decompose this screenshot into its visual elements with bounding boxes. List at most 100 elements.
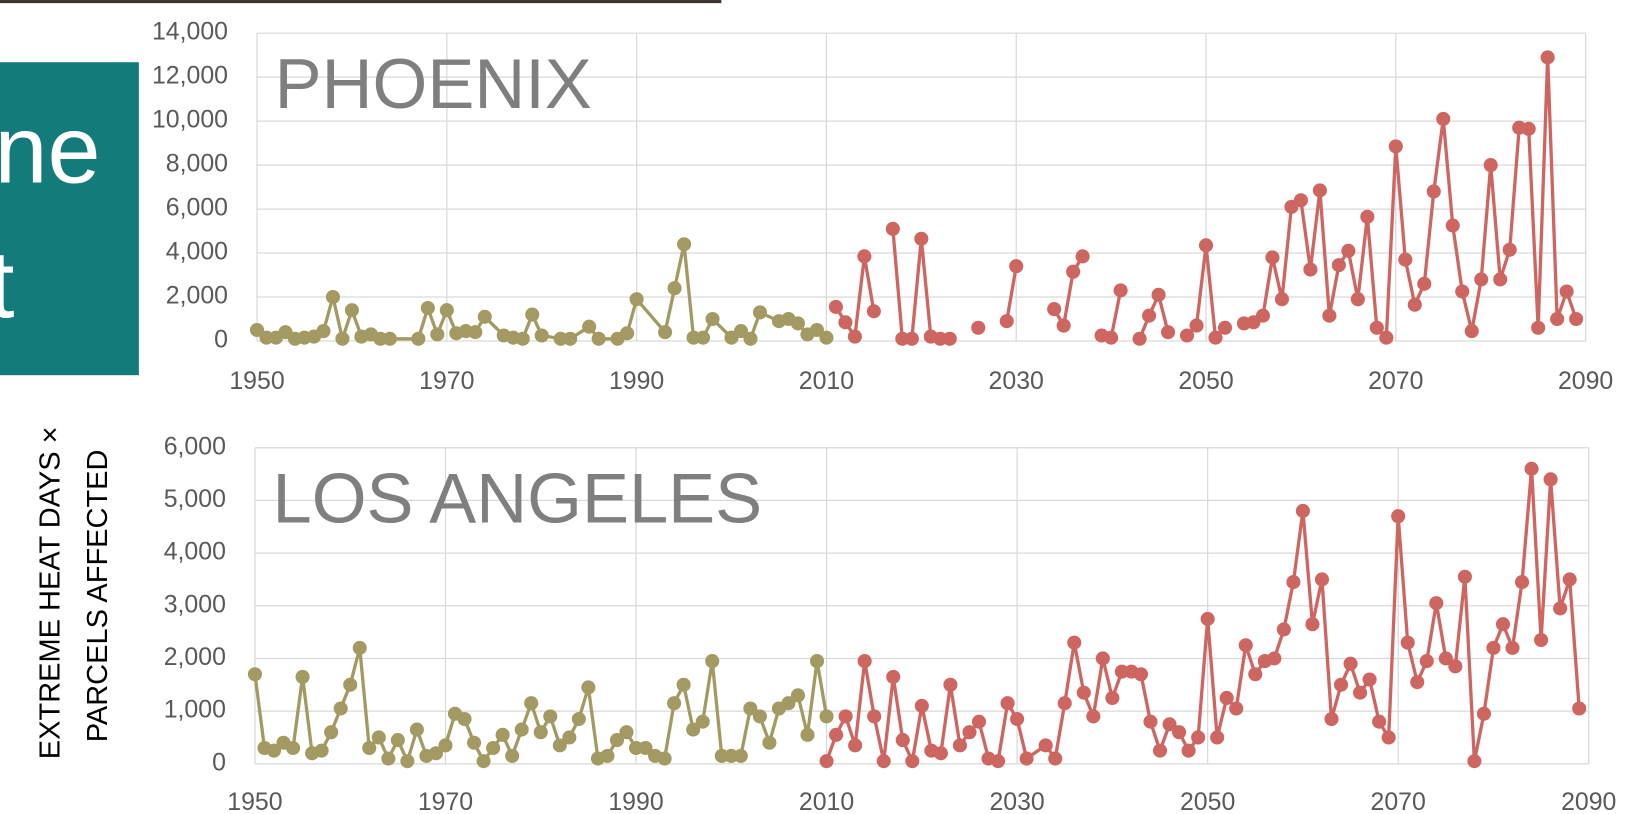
y-axis-label: EXTREME HEAT DAYS ×: [34, 426, 66, 759]
data-point: [1048, 752, 1062, 766]
data-point: [1153, 744, 1167, 758]
data-point: [1401, 636, 1415, 650]
data-point: [1076, 249, 1090, 263]
data-point: [762, 736, 776, 750]
data-point: [734, 749, 748, 763]
data-point: [438, 738, 452, 752]
data-point: [619, 725, 633, 739]
data-point: [1199, 238, 1213, 252]
data-point: [658, 325, 672, 339]
data-point: [1410, 675, 1424, 689]
data-point: [248, 667, 262, 681]
y-tick-label: 0: [214, 326, 228, 354]
data-point: [1296, 504, 1310, 518]
data-point: [1161, 325, 1175, 339]
x-tick-label: 1990: [609, 367, 664, 395]
photo-strip: [0, 0, 721, 3]
data-point: [335, 332, 349, 346]
x-tick-label: 1950: [229, 367, 284, 395]
x-tick-label: 2090: [1558, 367, 1613, 395]
data-point: [1458, 570, 1472, 584]
data-point: [1534, 633, 1548, 647]
y-tick-label: 2,000: [164, 643, 226, 671]
data-point: [1000, 314, 1014, 328]
data-point: [1210, 730, 1224, 744]
data-point: [934, 746, 948, 760]
data-point: [838, 315, 852, 329]
x-tick-label: 1990: [608, 788, 663, 814]
side-panel-text: t: [0, 232, 15, 338]
data-point: [345, 303, 359, 317]
data-point: [1104, 331, 1118, 345]
data-point: [668, 281, 682, 295]
data-point: [496, 728, 510, 742]
data-point: [334, 701, 348, 715]
data-point: [1058, 696, 1072, 710]
data-point: [543, 709, 557, 723]
data-point: [1143, 715, 1157, 729]
y-tick-label: 6,000: [164, 432, 226, 460]
data-point: [1133, 332, 1147, 346]
data-point: [1503, 243, 1517, 257]
y-tick-label: 4,000: [166, 238, 228, 266]
data-point: [1467, 754, 1481, 768]
data-point: [1172, 725, 1186, 739]
data-point: [696, 715, 710, 729]
data-point: [677, 237, 691, 251]
data-point: [1105, 691, 1119, 705]
data-point: [696, 331, 710, 345]
data-point: [667, 696, 681, 710]
chart-title: LOS ANGELES: [273, 458, 763, 537]
data-point: [1493, 272, 1507, 286]
data-point: [677, 678, 691, 692]
data-point: [411, 332, 425, 346]
data-point: [1446, 219, 1460, 233]
data-point: [1486, 641, 1500, 655]
y-tick-label: 8,000: [166, 150, 228, 178]
data-point: [1515, 575, 1529, 589]
data-point: [1201, 612, 1215, 626]
data-point: [867, 709, 881, 723]
data-point: [410, 723, 424, 737]
data-point: [858, 654, 872, 668]
data-point: [829, 300, 843, 314]
data-point: [1572, 701, 1586, 715]
data-point: [315, 744, 329, 758]
data-point: [1324, 712, 1338, 726]
data-point: [1039, 738, 1053, 752]
y-tick-label: 14,000: [152, 18, 228, 46]
data-point: [620, 326, 634, 340]
data-point: [1389, 139, 1403, 153]
data-point: [1086, 709, 1100, 723]
data-point: [848, 330, 862, 344]
slide: ne t EXTREME HEAT DAYS × PARCELS AFFECTE…: [0, 0, 1625, 814]
data-point: [1382, 730, 1396, 744]
data-point: [791, 688, 805, 702]
data-point: [535, 328, 549, 342]
x-tick-label: 1970: [418, 788, 473, 814]
data-point: [286, 741, 300, 755]
data-point: [1066, 265, 1080, 279]
y-tick-label: 6,000: [166, 194, 228, 222]
data-point: [800, 728, 814, 742]
data-point: [1420, 654, 1434, 668]
data-point: [1265, 250, 1279, 264]
data-point: [1351, 292, 1365, 306]
data-point: [1391, 509, 1405, 523]
x-tick-label: 2030: [989, 788, 1044, 814]
data-point: [1191, 730, 1205, 744]
x-tick-label: 2050: [1180, 788, 1235, 814]
y-tick-label: 2,000: [166, 282, 228, 310]
data-point: [820, 709, 834, 723]
chart: 02,0004,0006,0008,00010,00012,00014,0001…: [152, 18, 1613, 395]
data-point: [440, 303, 454, 317]
data-point: [534, 725, 548, 739]
data-point: [1096, 651, 1110, 665]
x-tick-label: 1970: [419, 367, 474, 395]
data-point: [1427, 184, 1441, 198]
data-point: [383, 332, 397, 346]
x-tick-label: 2050: [1178, 367, 1233, 395]
data-point: [1315, 572, 1329, 586]
data-point: [839, 709, 853, 723]
